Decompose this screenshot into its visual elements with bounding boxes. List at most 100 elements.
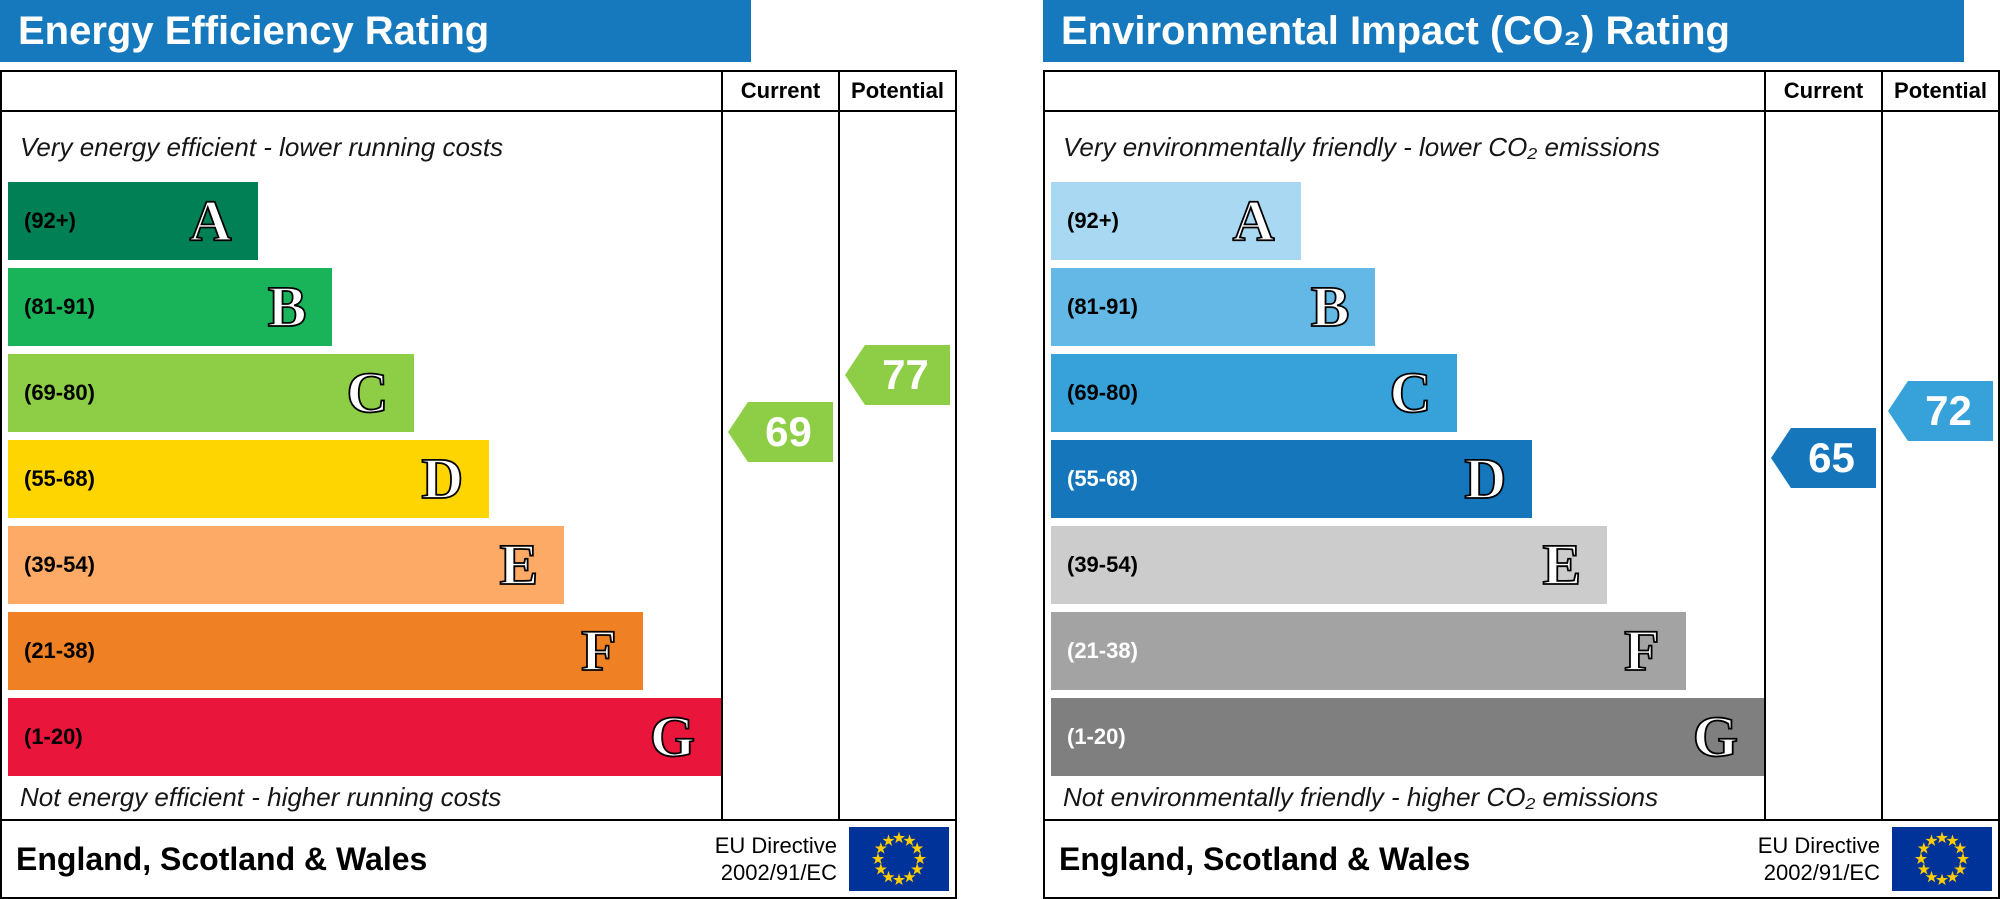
- band-g: (1-20) G: [8, 698, 721, 776]
- band-letter: G: [649, 704, 696, 769]
- band-row: (39-54) E: [8, 526, 721, 604]
- band-c: (69-80) C: [1051, 354, 1458, 432]
- band-row: (81-91) B: [8, 268, 721, 346]
- energy-efficiency-chart: Energy Efficiency Rating Current Potenti…: [0, 0, 957, 899]
- band-row: (69-80) C: [8, 354, 721, 432]
- band-range-label: (39-54): [1067, 552, 1138, 577]
- band-d: (55-68) D: [8, 440, 490, 518]
- band-row: (81-91) B: [1051, 268, 1764, 346]
- potential-rating-arrow: 72: [1888, 381, 1993, 441]
- band-row: (55-68) D: [8, 440, 721, 518]
- band-f: (21-38) F: [8, 612, 643, 690]
- chart-footer: England, Scotland & Wales EU Directive 2…: [1045, 819, 1998, 897]
- band-range-label: (69-80): [24, 380, 95, 405]
- current-rating-arrow: 69: [728, 402, 833, 462]
- band-letter: E: [499, 532, 539, 597]
- eu-flag-icon: [849, 827, 949, 891]
- band-letter: E: [1542, 532, 1582, 597]
- band-row: (21-38) F: [1051, 612, 1764, 690]
- energy-chart-title: Energy Efficiency Rating: [0, 0, 752, 62]
- top-caption: Very environmentally friendly - lower CO…: [1063, 131, 1661, 162]
- rating-value: 72: [1925, 387, 1972, 434]
- band-c: (69-80) C: [8, 354, 415, 432]
- energy-chart-table: Current Potential Very energy efficient …: [0, 70, 957, 899]
- eu-directive-label: EU Directive 2002/91/EC: [715, 832, 837, 887]
- band-a: (92+) A: [1051, 182, 1301, 260]
- band-range-label: (81-91): [1067, 294, 1138, 319]
- bottom-caption: Not environmentally friendly - higher CO…: [1063, 782, 1659, 812]
- rating-value: 65: [1808, 434, 1855, 481]
- environmental-impact-chart: Environmental Impact (CO₂) Rating Curren…: [1043, 0, 2000, 899]
- band-row: (1-20) G: [1051, 698, 1764, 776]
- band-letter: B: [1310, 274, 1350, 339]
- band-range-label: (92+): [24, 208, 76, 233]
- rating-bands: (92+) A (81-91) B (69-80) C (55-68) D (39-54) E (2…: [1051, 182, 1764, 776]
- band-range-label: (1-20): [1067, 724, 1126, 749]
- current-arrow-zone: 65: [1764, 112, 1881, 819]
- band-range-label: (55-68): [1067, 466, 1138, 491]
- chart-footer: England, Scotland & Wales EU Directive 2…: [2, 819, 955, 897]
- band-a: (92+) A: [8, 182, 258, 260]
- co2-chart-table: Current Potential Very environmentally f…: [1043, 70, 2000, 899]
- band-range-label: (81-91): [24, 294, 95, 319]
- eu-directive-line1: EU Directive: [1757, 832, 1880, 858]
- band-range-label: (21-38): [1067, 638, 1138, 663]
- band-range-label: (39-54): [24, 552, 95, 577]
- potential-column-header: Potential: [838, 72, 955, 112]
- band-letter: A: [1232, 188, 1276, 253]
- band-letter: A: [189, 188, 233, 253]
- band-letter: F: [580, 618, 617, 683]
- band-row: (69-80) C: [1051, 354, 1764, 432]
- header-spacer: [2, 72, 721, 112]
- band-letter: C: [346, 360, 390, 425]
- band-letter: F: [1623, 618, 1660, 683]
- band-b: (81-91) B: [1051, 268, 1376, 346]
- rating-scale-area: Very environmentally friendly - lower CO…: [1045, 112, 1764, 819]
- band-range-label: (55-68): [24, 466, 95, 491]
- band-row: (92+) A: [1051, 182, 1764, 260]
- rating-bands: (92+) A (81-91) B (69-80) C (55-68) D (39-54) E (2…: [8, 182, 721, 776]
- current-column-header: Current: [721, 72, 838, 112]
- eu-directive-line2: 2002/91/EC: [720, 860, 837, 885]
- rating-scale-area: Very energy efficient - lower running co…: [2, 112, 721, 819]
- band-range-label: (69-80): [1067, 380, 1138, 405]
- potential-arrow-zone: 72: [1881, 112, 1998, 819]
- band-f: (21-38) F: [1051, 612, 1686, 690]
- band-letter: D: [420, 446, 464, 511]
- potential-column-header: Potential: [1881, 72, 1998, 112]
- eu-flag-icon: [1892, 827, 1992, 891]
- potential-arrow-zone: 77: [838, 112, 955, 819]
- band-letter: G: [1692, 704, 1739, 769]
- potential-rating-arrow: 77: [845, 345, 950, 405]
- band-range-label: (21-38): [24, 638, 95, 663]
- current-rating-arrow: 65: [1771, 428, 1876, 488]
- band-range-label: (92+): [1067, 208, 1119, 233]
- band-g: (1-20) G: [1051, 698, 1764, 776]
- region-label: England, Scotland & Wales: [16, 840, 428, 877]
- band-e: (39-54) E: [1051, 526, 1608, 604]
- current-arrow-zone: 69: [721, 112, 838, 819]
- band-row: (39-54) E: [1051, 526, 1764, 604]
- rating-value: 77: [882, 351, 929, 398]
- band-range-label: (1-20): [24, 724, 83, 749]
- eu-directive-line2: 2002/91/EC: [1763, 860, 1880, 885]
- top-caption: Very energy efficient - lower running co…: [20, 131, 504, 162]
- band-letter: C: [1389, 360, 1433, 425]
- band-row: (92+) A: [8, 182, 721, 260]
- header-spacer: [1045, 72, 1764, 112]
- band-row: (55-68) D: [1051, 440, 1764, 518]
- co2-chart-title: Environmental Impact (CO₂) Rating: [1043, 0, 1964, 62]
- band-row: (21-38) F: [8, 612, 721, 690]
- band-e: (39-54) E: [8, 526, 565, 604]
- band-d: (55-68) D: [1051, 440, 1533, 518]
- rating-value: 69: [765, 408, 812, 455]
- band-letter: B: [267, 274, 307, 339]
- eu-directive-label: EU Directive 2002/91/EC: [1758, 832, 1880, 887]
- band-b: (81-91) B: [8, 268, 333, 346]
- band-row: (1-20) G: [8, 698, 721, 776]
- bottom-caption: Not energy efficient - higher running co…: [20, 782, 502, 812]
- eu-directive-line1: EU Directive: [714, 832, 837, 858]
- current-column-header: Current: [1764, 72, 1881, 112]
- region-label: England, Scotland & Wales: [1059, 840, 1471, 877]
- band-letter: D: [1463, 446, 1507, 511]
